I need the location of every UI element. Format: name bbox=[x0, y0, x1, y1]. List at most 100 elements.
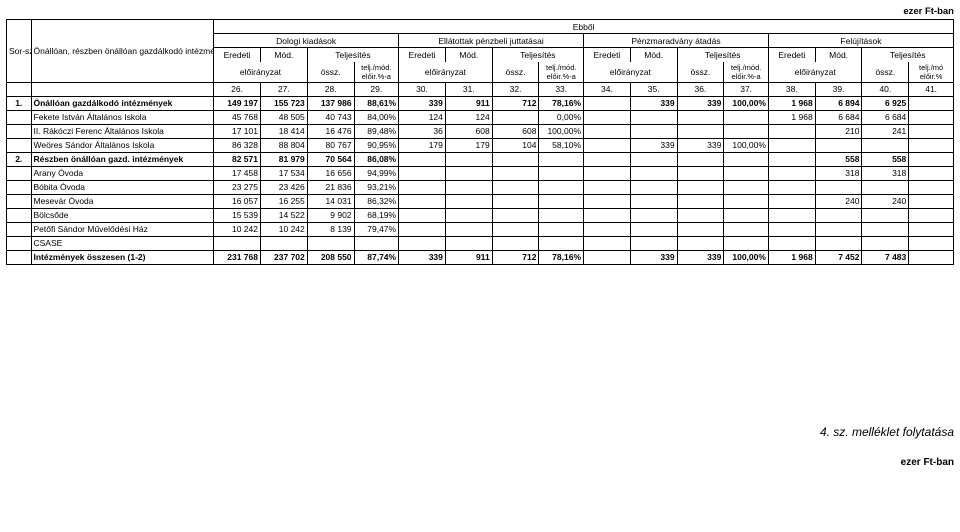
table-row: CSASE bbox=[7, 236, 954, 250]
cell bbox=[815, 138, 862, 152]
cell: 100,00% bbox=[724, 138, 769, 152]
row-label: Petőfi Sándor Művelődési Ház bbox=[31, 222, 214, 236]
cell: 104 bbox=[492, 138, 539, 152]
cell: 240 bbox=[862, 194, 909, 208]
row-num bbox=[7, 110, 32, 124]
row-num bbox=[7, 194, 32, 208]
cell: 86 328 bbox=[214, 138, 261, 152]
cell: 208 550 bbox=[307, 250, 354, 264]
cell: 237 702 bbox=[260, 250, 307, 264]
cell: 16 476 bbox=[307, 124, 354, 138]
cell: 87,74% bbox=[354, 250, 399, 264]
cell bbox=[862, 138, 909, 152]
hdr-s31: Mód. bbox=[815, 48, 862, 62]
cell bbox=[724, 236, 769, 250]
cell: 10 242 bbox=[214, 222, 261, 236]
hdr-g1: Ellátottak pénzbeli juttatásai bbox=[399, 34, 584, 48]
table-row: Bóbita Óvoda23 27523 42621 83693,21% bbox=[7, 180, 954, 194]
cell bbox=[768, 166, 815, 180]
cell bbox=[724, 124, 769, 138]
hdr-e2: előirányzat bbox=[584, 62, 678, 83]
cell bbox=[630, 152, 677, 166]
cell: 10 242 bbox=[260, 222, 307, 236]
cell bbox=[584, 166, 631, 180]
cell bbox=[677, 236, 724, 250]
cell: 318 bbox=[815, 166, 862, 180]
cell bbox=[630, 124, 677, 138]
cell: 608 bbox=[445, 124, 492, 138]
cell bbox=[492, 222, 539, 236]
cell bbox=[909, 124, 954, 138]
cell bbox=[768, 152, 815, 166]
cell bbox=[492, 166, 539, 180]
table-row: Fekete István Általános Iskola45 76848 5… bbox=[7, 110, 954, 124]
hdr-s01: Mód. bbox=[260, 48, 307, 62]
hdr-s20: Eredeti bbox=[584, 48, 631, 62]
cell bbox=[539, 236, 584, 250]
cell: 17 534 bbox=[260, 166, 307, 180]
cell bbox=[630, 222, 677, 236]
cell bbox=[909, 166, 954, 180]
cell bbox=[354, 236, 399, 250]
cell: 16 656 bbox=[307, 166, 354, 180]
cell bbox=[768, 208, 815, 222]
cell bbox=[399, 194, 446, 208]
cell bbox=[399, 152, 446, 166]
cell: 81 979 bbox=[260, 152, 307, 166]
hdr-s21: Mód. bbox=[630, 48, 677, 62]
hdr-o3: össz. bbox=[862, 62, 909, 83]
cell bbox=[677, 208, 724, 222]
table-row: Intézmények összesen (1-2)231 768237 702… bbox=[7, 250, 954, 264]
row-num bbox=[7, 124, 32, 138]
cell: 210 bbox=[815, 124, 862, 138]
footer-note: 4. sz. melléklet folytatása bbox=[6, 425, 954, 439]
cell bbox=[445, 222, 492, 236]
cell: 124 bbox=[445, 110, 492, 124]
cell: 100,00% bbox=[539, 124, 584, 138]
cell bbox=[307, 236, 354, 250]
cell bbox=[724, 110, 769, 124]
cell bbox=[815, 222, 862, 236]
cell: 339 bbox=[399, 250, 446, 264]
cell: 0,00% bbox=[539, 110, 584, 124]
cell: 7 452 bbox=[815, 250, 862, 264]
cell: 712 bbox=[492, 250, 539, 264]
cell bbox=[724, 208, 769, 222]
cell: 86,08% bbox=[354, 152, 399, 166]
cell bbox=[768, 180, 815, 194]
row-num bbox=[7, 236, 32, 250]
row-num bbox=[7, 222, 32, 236]
cell bbox=[909, 236, 954, 250]
cell bbox=[584, 152, 631, 166]
hdr-s10: Eredeti bbox=[399, 48, 446, 62]
cell bbox=[768, 124, 815, 138]
hdr-sorsz: Sor-sz. bbox=[7, 20, 32, 83]
row-label: Intézmények összesen (1-2) bbox=[31, 250, 214, 264]
hdr-s30: Eredeti bbox=[768, 48, 815, 62]
table-row: Mesevár Óvoda16 05716 25514 03186,32%240… bbox=[7, 194, 954, 208]
cell: 23 275 bbox=[214, 180, 261, 194]
hdr-e1: előirányzat bbox=[399, 62, 493, 83]
cell bbox=[862, 222, 909, 236]
cell bbox=[724, 152, 769, 166]
cell: 339 bbox=[630, 250, 677, 264]
cell bbox=[909, 208, 954, 222]
hdr-e3: előirányzat bbox=[768, 62, 862, 83]
cell bbox=[630, 236, 677, 250]
cell bbox=[399, 180, 446, 194]
cell: 16 057 bbox=[214, 194, 261, 208]
table-row: Arany Óvoda17 45817 53416 65694,99%31831… bbox=[7, 166, 954, 180]
cell bbox=[492, 110, 539, 124]
cell: 82 571 bbox=[214, 152, 261, 166]
cell bbox=[724, 180, 769, 194]
cell bbox=[909, 138, 954, 152]
cell: 339 bbox=[630, 96, 677, 110]
cell bbox=[909, 180, 954, 194]
row-label: Bóbita Óvoda bbox=[31, 180, 214, 194]
cell bbox=[260, 236, 307, 250]
budget-table: Sor-sz. Önállóan, részben önállóan gazdá… bbox=[6, 19, 954, 265]
cell bbox=[539, 180, 584, 194]
cell: 88 804 bbox=[260, 138, 307, 152]
cell: 45 768 bbox=[214, 110, 261, 124]
hdr-top: Ebből bbox=[214, 20, 954, 34]
